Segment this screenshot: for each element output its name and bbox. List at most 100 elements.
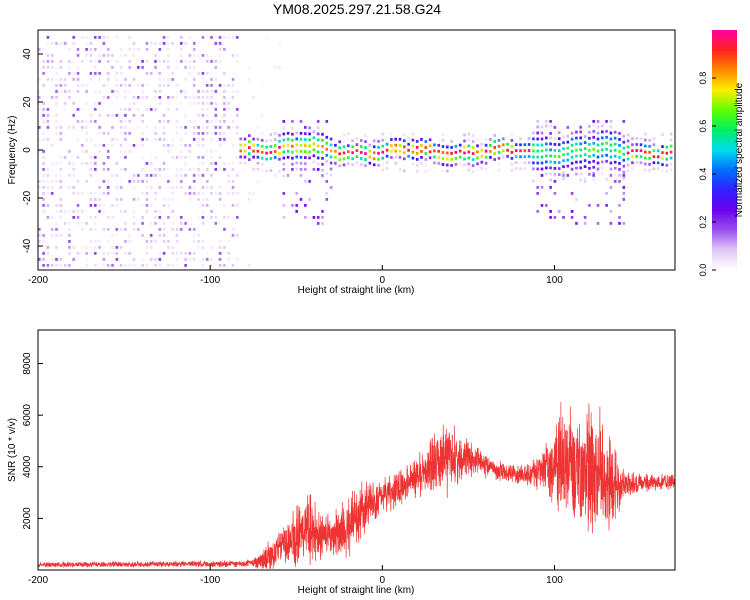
spectrogram-cell	[321, 144, 324, 148]
spectrogram-cell	[218, 246, 222, 249]
spectrogram-cell	[192, 228, 196, 231]
spectrogram-cell	[381, 168, 385, 172]
spectrogram-cell	[652, 155, 656, 159]
spectrogram-cell	[450, 164, 453, 167]
spectrogram-cell	[124, 84, 127, 87]
spectrogram-cell	[471, 152, 475, 155]
spectrogram-cell	[89, 48, 93, 51]
spectrogram-cell	[154, 240, 157, 243]
spectrogram-cell	[364, 140, 367, 143]
spectrogram-cell	[214, 216, 218, 219]
spectrogram-cell	[286, 143, 290, 147]
spectrogram-cell	[665, 163, 669, 167]
spectrogram-cell	[223, 132, 226, 135]
spectrogram-cell	[167, 168, 170, 171]
spectrogram-cell	[167, 96, 170, 99]
spectrogram-cell	[55, 228, 58, 231]
spectrogram-cell	[205, 204, 209, 207]
spectrogram-cell	[467, 162, 471, 166]
spectrogram-cell	[579, 178, 582, 182]
spectrogram-cell	[50, 54, 54, 57]
spectrogram-cell	[42, 156, 45, 159]
spectrogram-cell	[403, 151, 406, 155]
spectrogram-cell	[89, 42, 93, 45]
spectrogram-cell	[282, 162, 286, 166]
snr-x-tick-label: 100	[546, 575, 563, 586]
spectrogram-cell	[364, 164, 367, 167]
spectrogram-cell	[98, 198, 101, 201]
spectrogram-cell	[489, 138, 492, 141]
spectrogram-cell	[132, 180, 136, 183]
spectrogram-cell	[231, 126, 235, 129]
spectrogram-cell	[145, 60, 149, 63]
spectrogram-cell	[89, 60, 93, 63]
spectrogram-cell	[167, 186, 170, 189]
spectrogram-cell	[188, 258, 192, 261]
spectrogram-cell	[540, 155, 544, 159]
spectrogram-cell	[243, 161, 247, 165]
spectrogram-cell	[132, 144, 136, 147]
spectrogram-cell	[613, 154, 617, 158]
spectrogram-cell	[415, 146, 419, 149]
spectrogram-cell	[286, 149, 290, 153]
spectrogram-cell	[149, 174, 153, 177]
spectrogram-cell	[484, 137, 488, 141]
spectrogram-cell	[570, 137, 574, 141]
spectrogram-cell	[81, 246, 84, 249]
spectrogram-cell	[273, 138, 277, 141]
spectrogram-cell	[605, 135, 608, 139]
spectrogram-cell	[635, 155, 638, 158]
spectrogram-cell	[502, 137, 505, 141]
spectrogram-cell	[557, 137, 561, 140]
spectrogram-cell	[184, 144, 187, 147]
spectrogram-cell	[273, 156, 277, 159]
spectrogram-x-tick-label: -100	[200, 275, 220, 286]
spectrogram-cell	[111, 246, 114, 249]
spectrogram-cell	[338, 140, 341, 144]
spectrogram-cell	[407, 148, 410, 152]
spectrogram-cell	[588, 172, 591, 176]
spectrogram-cell	[76, 54, 80, 57]
spectrogram-cell	[132, 222, 136, 225]
spectrogram-cell	[420, 156, 423, 159]
spectrogram-cell	[514, 143, 518, 146]
spectrogram-cell	[98, 192, 101, 195]
spectrogram-cell	[89, 72, 93, 75]
spectrogram-cell	[145, 246, 149, 249]
spectrogram-cell	[325, 135, 329, 139]
spectrogram-cell	[428, 144, 432, 148]
spectrogram-cell	[613, 172, 617, 176]
spectrogram-cell	[184, 66, 187, 69]
spectrogram-cell	[210, 210, 213, 213]
spectrogram-cell	[102, 192, 106, 195]
spectrogram-cell	[192, 48, 196, 51]
spectrogram-cell	[394, 161, 397, 165]
spectrogram-cell	[167, 84, 170, 87]
spectrogram-cell	[596, 137, 600, 141]
spectrogram-cell	[626, 163, 630, 167]
spectrogram-cell	[601, 166, 604, 170]
colorbar-ticks: 0.00.20.40.60.8	[698, 72, 716, 276]
spectrogram-cell	[184, 222, 187, 225]
spectrogram-cell	[98, 186, 101, 189]
spectrogram-cell	[98, 90, 101, 93]
spectrogram-cell	[566, 140, 570, 144]
spectrogram-cell	[231, 96, 235, 99]
spectrogram-cell	[536, 210, 539, 213]
spectrogram-cell	[59, 162, 63, 165]
spectrogram-cell	[158, 264, 162, 267]
spectrogram-cell	[98, 114, 101, 117]
spectrogram-cell	[119, 156, 123, 159]
spectrogram-cell	[63, 78, 67, 81]
spectrogram-cell	[661, 163, 664, 166]
spectrogram-cell	[111, 54, 114, 57]
spectrogram-cell	[55, 222, 58, 225]
colorbar-tick-label: 0.4	[698, 168, 708, 181]
spectrogram-cell	[523, 167, 527, 171]
spectrogram-cell	[601, 130, 604, 134]
spectrogram-cell	[102, 42, 106, 45]
spectrogram-cell	[618, 156, 621, 159]
spectrogram-cell	[115, 84, 119, 87]
spectrogram-cell	[192, 132, 196, 135]
spectrogram-cell	[214, 66, 218, 69]
